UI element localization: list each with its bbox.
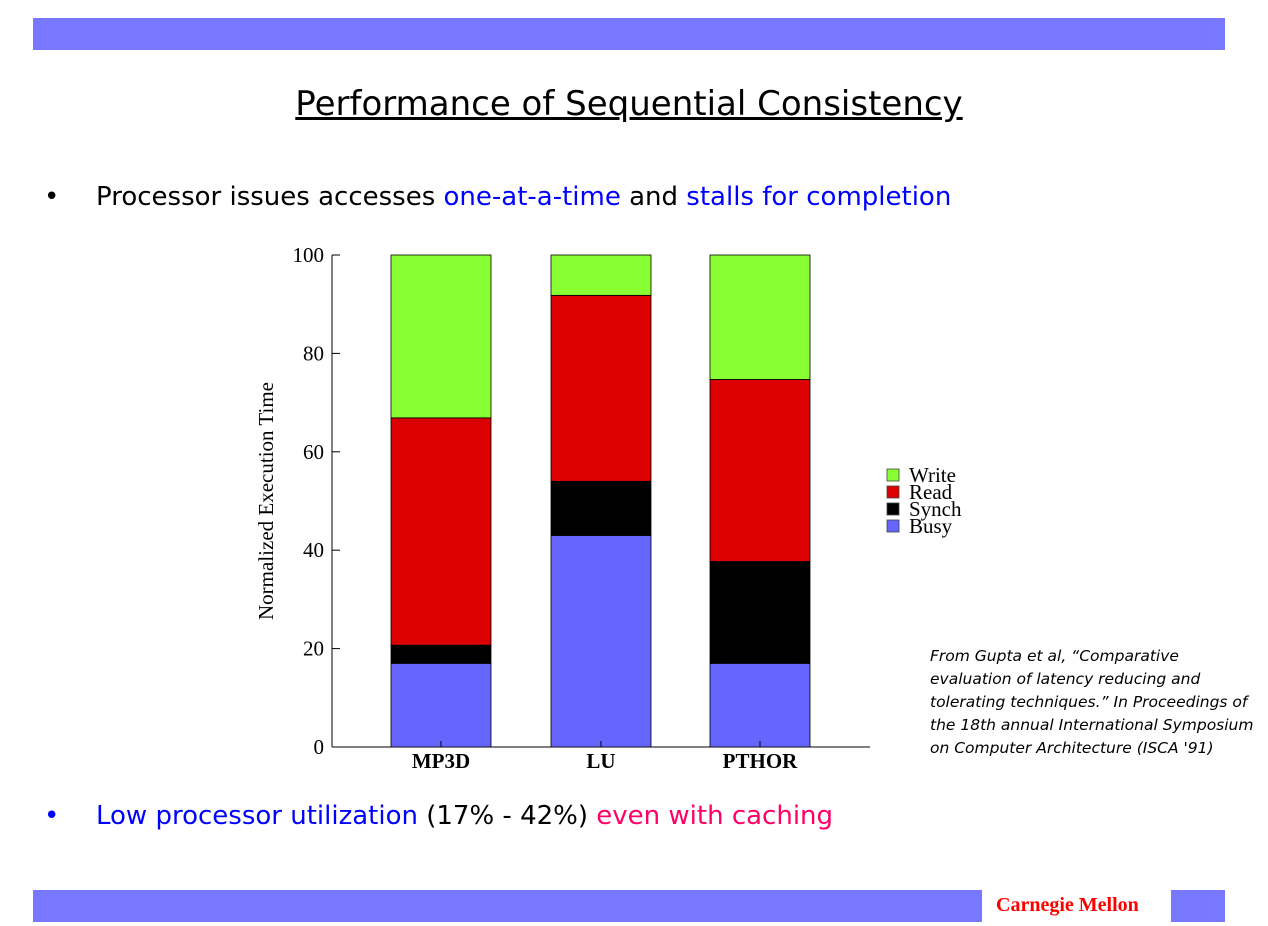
- bullet-symbol: •: [44, 801, 60, 831]
- bullet-text: Processor issues accesses: [96, 182, 444, 212]
- legend-swatch-read: [886, 485, 900, 499]
- y-tick-label: 0: [314, 735, 325, 759]
- top-band: [33, 18, 1225, 50]
- slide-title: Performance of Sequential Consistency: [295, 84, 963, 124]
- bar-segment-synch: [390, 644, 492, 664]
- y-tick-label: 100: [293, 243, 325, 267]
- bar-segment-write: [709, 254, 811, 380]
- bullet-2: • Low processor utilization (17% - 42%) e…: [44, 801, 833, 831]
- bottom-band-right: [1171, 890, 1225, 922]
- legend-swatch-write: [886, 468, 900, 482]
- bar-segment-busy: [390, 662, 492, 748]
- bullet-highlight: stalls for completion: [686, 182, 952, 212]
- legend-swatch-synch: [886, 502, 900, 516]
- bullet-highlight: even with caching: [596, 801, 834, 831]
- bottom-band: [33, 890, 982, 922]
- bullet-symbol: •: [44, 182, 60, 212]
- legend-label-busy: Busy: [909, 514, 953, 538]
- bar-segment-write: [550, 254, 652, 296]
- bar-segment-busy: [550, 535, 652, 748]
- y-tick-label: 80: [303, 341, 324, 365]
- bar-segment-busy: [709, 662, 811, 748]
- legend-label-read: Read: [909, 480, 953, 504]
- bullet-1: • Processor issues accesses one-at-a-time…: [44, 182, 951, 212]
- bar-segment-synch: [550, 480, 652, 536]
- bar-segment-read: [550, 294, 652, 482]
- y-tick-label: 60: [303, 440, 324, 464]
- y-tick-label: 20: [303, 637, 324, 661]
- citation: From Gupta et al, “Comparative evaluatio…: [930, 647, 1254, 757]
- bullet-text: (17% - 42%): [417, 801, 597, 831]
- bar-segment-synch: [709, 561, 811, 664]
- bullet-text: and: [620, 182, 687, 212]
- x-tick-label: MP3D: [412, 749, 470, 773]
- legend-label-synch: Synch: [909, 497, 962, 521]
- bar-segment-read: [709, 379, 811, 562]
- bar-segment-write: [390, 254, 492, 419]
- x-tick-label: LU: [586, 749, 615, 773]
- bullet-highlight: one-at-a-time: [443, 182, 621, 212]
- x-tick-label: PTHOR: [723, 749, 799, 773]
- y-tick-label: 40: [303, 538, 324, 562]
- legend-label-write: Write: [909, 463, 956, 487]
- footer-logo: Carnegie Mellon: [996, 894, 1139, 916]
- y-axis-label: Normalized Execution Time: [254, 382, 278, 620]
- bullet-highlight: Low processor utilization: [96, 801, 418, 831]
- legend-swatch-busy: [886, 519, 900, 533]
- bar-segment-read: [390, 417, 492, 646]
